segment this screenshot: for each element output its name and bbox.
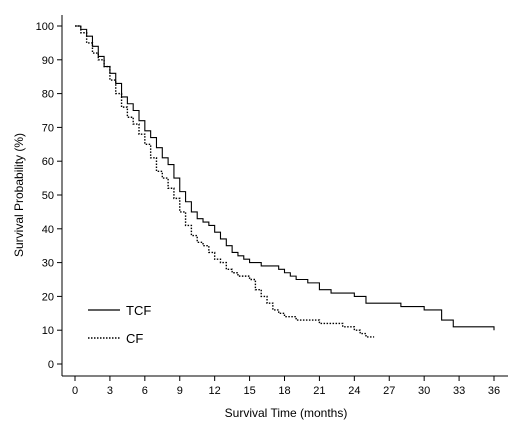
series-line-cf xyxy=(75,25,375,338)
x-tick-label: 12 xyxy=(209,385,221,397)
y-tick-label: 60 xyxy=(42,156,54,168)
y-tick-label: 0 xyxy=(48,359,54,371)
x-tick-label: 9 xyxy=(177,385,183,397)
y-tick-label: 20 xyxy=(42,291,54,303)
x-tick-label: 27 xyxy=(383,385,395,397)
y-tick-label: 90 xyxy=(42,55,54,67)
x-tick-label: 33 xyxy=(453,385,465,397)
x-tick-label: 18 xyxy=(278,385,290,397)
x-tick-label: 36 xyxy=(488,385,500,397)
series-line-tcf xyxy=(75,25,495,331)
y-tick-label: 30 xyxy=(42,258,54,270)
x-tick-label: 21 xyxy=(313,385,325,397)
x-tick-label: 3 xyxy=(107,385,113,397)
x-axis-title: Survival Time (months) xyxy=(225,406,348,420)
x-tick-label: 30 xyxy=(418,385,430,397)
legend: TCF CF xyxy=(88,303,151,346)
y-tick-label: 50 xyxy=(42,190,54,202)
x-tick-label: 24 xyxy=(348,385,360,397)
legend-label-cf: CF xyxy=(126,331,143,346)
y-tick-label: 80 xyxy=(42,89,54,101)
y-tick-label: 70 xyxy=(42,122,54,134)
x-tick-label: 0 xyxy=(72,385,78,397)
y-ticks: 0 10 20 30 40 50 60 70 80 90 100 xyxy=(36,21,62,371)
x-tick-label: 6 xyxy=(142,385,148,397)
x-tick-label: 15 xyxy=(243,385,255,397)
series-layer xyxy=(75,25,495,338)
y-tick-label: 10 xyxy=(42,325,54,337)
y-tick-label: 40 xyxy=(42,224,54,236)
y-tick-label: 100 xyxy=(36,21,54,33)
y-axis-title: Survival Probability (%) xyxy=(12,133,26,257)
legend-label-tcf: TCF xyxy=(126,303,151,318)
x-ticks: 0 3 6 9 12 15 18 21 24 27 30 33 36 xyxy=(72,376,500,397)
axes: 0 3 6 9 12 15 18 21 24 27 30 33 36 01020304050607080… xyxy=(36,15,508,397)
